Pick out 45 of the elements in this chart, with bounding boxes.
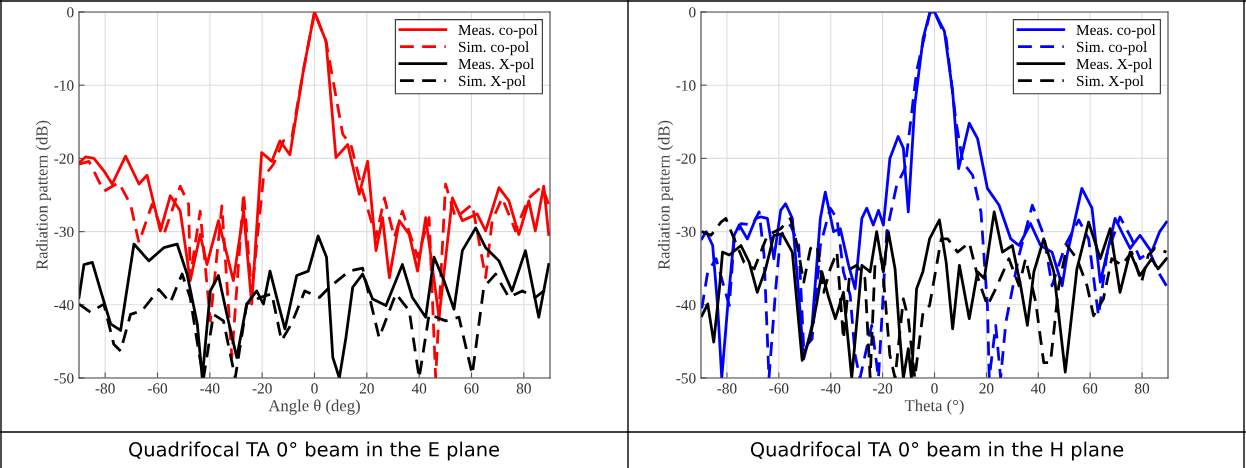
x-tick-label: -80 [717, 383, 737, 394]
legend-label: Meas. X-pol [1076, 58, 1153, 73]
legend-label: Meas. co-pol [1076, 24, 1156, 39]
x-tick-label: -40 [821, 383, 841, 394]
y-tick-label: -30 [676, 226, 696, 238]
x-tick-label: 0 [311, 383, 318, 394]
x-tick-label: 80 [1135, 383, 1150, 394]
y-tick-label: -10 [676, 80, 696, 91]
x-axis-title: Angle θ (deg) [268, 399, 360, 415]
y-tick-label: -40 [676, 299, 696, 311]
legend-label: Meas. co-pol [458, 24, 538, 39]
x-tick-label: 20 [979, 383, 994, 394]
y-tick-label: -30 [54, 226, 74, 238]
line-series [701, 12, 1168, 378]
x-tick-label: 0 [931, 383, 938, 394]
x-tick-label: 40 [1030, 383, 1046, 394]
x-tick-label: -20 [873, 383, 893, 394]
legend-label: Sim. X-pol [459, 75, 526, 90]
x-axis-title: Theta (°) [904, 399, 964, 415]
x-tick-label: 80 [516, 383, 531, 394]
x-tick-label: -60 [147, 383, 168, 394]
y-tick-label: -50 [676, 373, 696, 384]
text: Quadrifocal TA 0° beam in the H plane [750, 441, 1124, 461]
x-tick-label: -80 [95, 383, 115, 394]
legend-label: Meas. X-pol [458, 58, 535, 73]
x-tick-label: -40 [200, 383, 220, 394]
y-tick-label: -10 [54, 80, 74, 91]
y-tick-label: -40 [54, 299, 74, 311]
y-tick-label: -20 [54, 153, 74, 164]
x-tick-label: 60 [464, 383, 479, 394]
x-tick-label: 20 [359, 383, 374, 394]
legend-label: Sim. co-pol [459, 41, 529, 56]
x-tick-label: -20 [252, 383, 272, 394]
text: Quadrifocal TA 0° beam in the E plane [129, 441, 500, 461]
y-tick-label: 0 [689, 7, 696, 18]
legend-label: Sim. co-pol [1077, 41, 1147, 56]
y-axis-title: Radiation pattern (dB) [657, 120, 673, 270]
y-tick-label: 0 [67, 7, 74, 18]
x-tick-label: -60 [769, 383, 789, 394]
legend-label: Sim. X-pol [1077, 75, 1144, 90]
y-tick-label: -20 [676, 153, 696, 164]
x-tick-label: 60 [1083, 383, 1098, 394]
y-tick-label: -50 [54, 373, 74, 384]
y-axis-title: Radiation pattern (dB) [35, 120, 51, 270]
x-tick-label: 40 [411, 383, 427, 394]
